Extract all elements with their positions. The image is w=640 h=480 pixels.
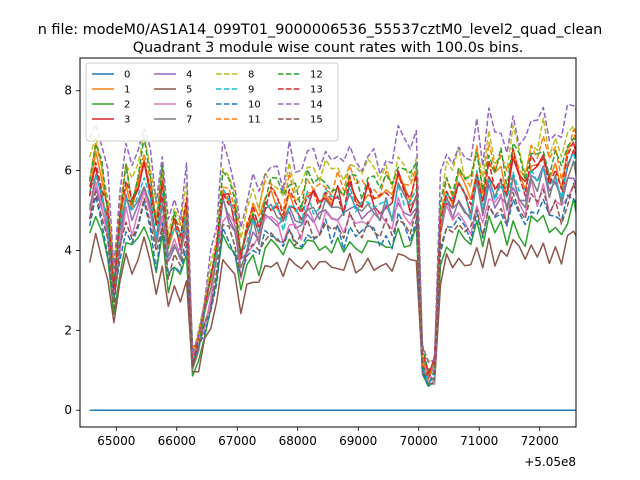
- legend-item-11[interactable]: 11: [216, 115, 261, 126]
- legend-item-8[interactable]: 8: [216, 70, 254, 81]
- legend-item-9[interactable]: 9: [216, 85, 254, 96]
- y-tick-label: 4: [64, 243, 72, 257]
- legend-label: 12: [310, 70, 323, 81]
- legend-label: 11: [248, 115, 261, 126]
- legend-label: 8: [248, 70, 254, 81]
- x-tick-label: 69000: [339, 434, 377, 448]
- legend-box: [85, 62, 339, 142]
- y-tick-label: 2: [64, 323, 72, 337]
- series-line-13: [88, 140, 576, 374]
- x-tick-label: 72000: [521, 434, 559, 448]
- series-line-5: [88, 230, 576, 385]
- legend-item-3[interactable]: 3: [92, 115, 130, 126]
- x-tick-label: 67000: [218, 434, 256, 448]
- legend-label: 10: [248, 100, 261, 111]
- chart-suptitle: n file: modeM0/AS1A14_099T01_9000006536_…: [38, 22, 603, 38]
- y-tick-label: 8: [64, 84, 72, 98]
- legend-label: 14: [310, 100, 323, 111]
- legend-item-6[interactable]: 6: [154, 100, 192, 111]
- series-layer: [88, 103, 576, 411]
- legend-item-5[interactable]: 5: [154, 85, 192, 96]
- legend-label: 1: [124, 85, 130, 96]
- x-tick-label: 65000: [97, 434, 135, 448]
- series-line-14: [89, 103, 576, 364]
- legend-item-1[interactable]: 1: [92, 85, 130, 96]
- legend-label: 5: [186, 85, 192, 96]
- x-offset-label: +5.05e8: [524, 455, 576, 469]
- x-tick-label: 68000: [279, 434, 317, 448]
- legend-item-12[interactable]: 12: [278, 70, 323, 81]
- legend-item-14[interactable]: 14: [278, 100, 323, 111]
- y-axis: 0 2 4 6 8: [64, 84, 80, 417]
- legend-label: 0: [124, 70, 130, 81]
- legend-label: 13: [310, 85, 323, 96]
- legend-label: 9: [248, 85, 254, 96]
- legend-label: 4: [186, 70, 192, 81]
- legend-item-0[interactable]: 0: [92, 70, 130, 81]
- y-tick-label: 6: [64, 164, 72, 178]
- legend-item-10[interactable]: 10: [216, 100, 261, 111]
- legend-item-4[interactable]: 4: [154, 70, 192, 81]
- x-tick-label: 66000: [158, 434, 196, 448]
- legend-label: 15: [310, 115, 323, 126]
- legend-label: 6: [186, 100, 192, 111]
- chart-title: Quadrant 3 module wise count rates with …: [133, 40, 524, 56]
- plot-frame: [79, 57, 577, 428]
- x-tick-label: 71000: [460, 434, 498, 448]
- legend-label: 7: [186, 115, 192, 126]
- legend-item-2[interactable]: 2: [92, 100, 130, 111]
- x-tick-label: 70000: [400, 434, 438, 448]
- x-axis: 65000 66000 67000 68000 69000 70000 71000 72000: [97, 427, 559, 448]
- legend-item-7[interactable]: 7: [154, 115, 192, 126]
- y-tick-label: 0: [64, 403, 72, 417]
- legend-label: 3: [124, 115, 130, 126]
- legend-item-15[interactable]: 15: [278, 115, 323, 126]
- legend-label: 2: [124, 100, 130, 111]
- legend-item-13[interactable]: 13: [278, 85, 323, 96]
